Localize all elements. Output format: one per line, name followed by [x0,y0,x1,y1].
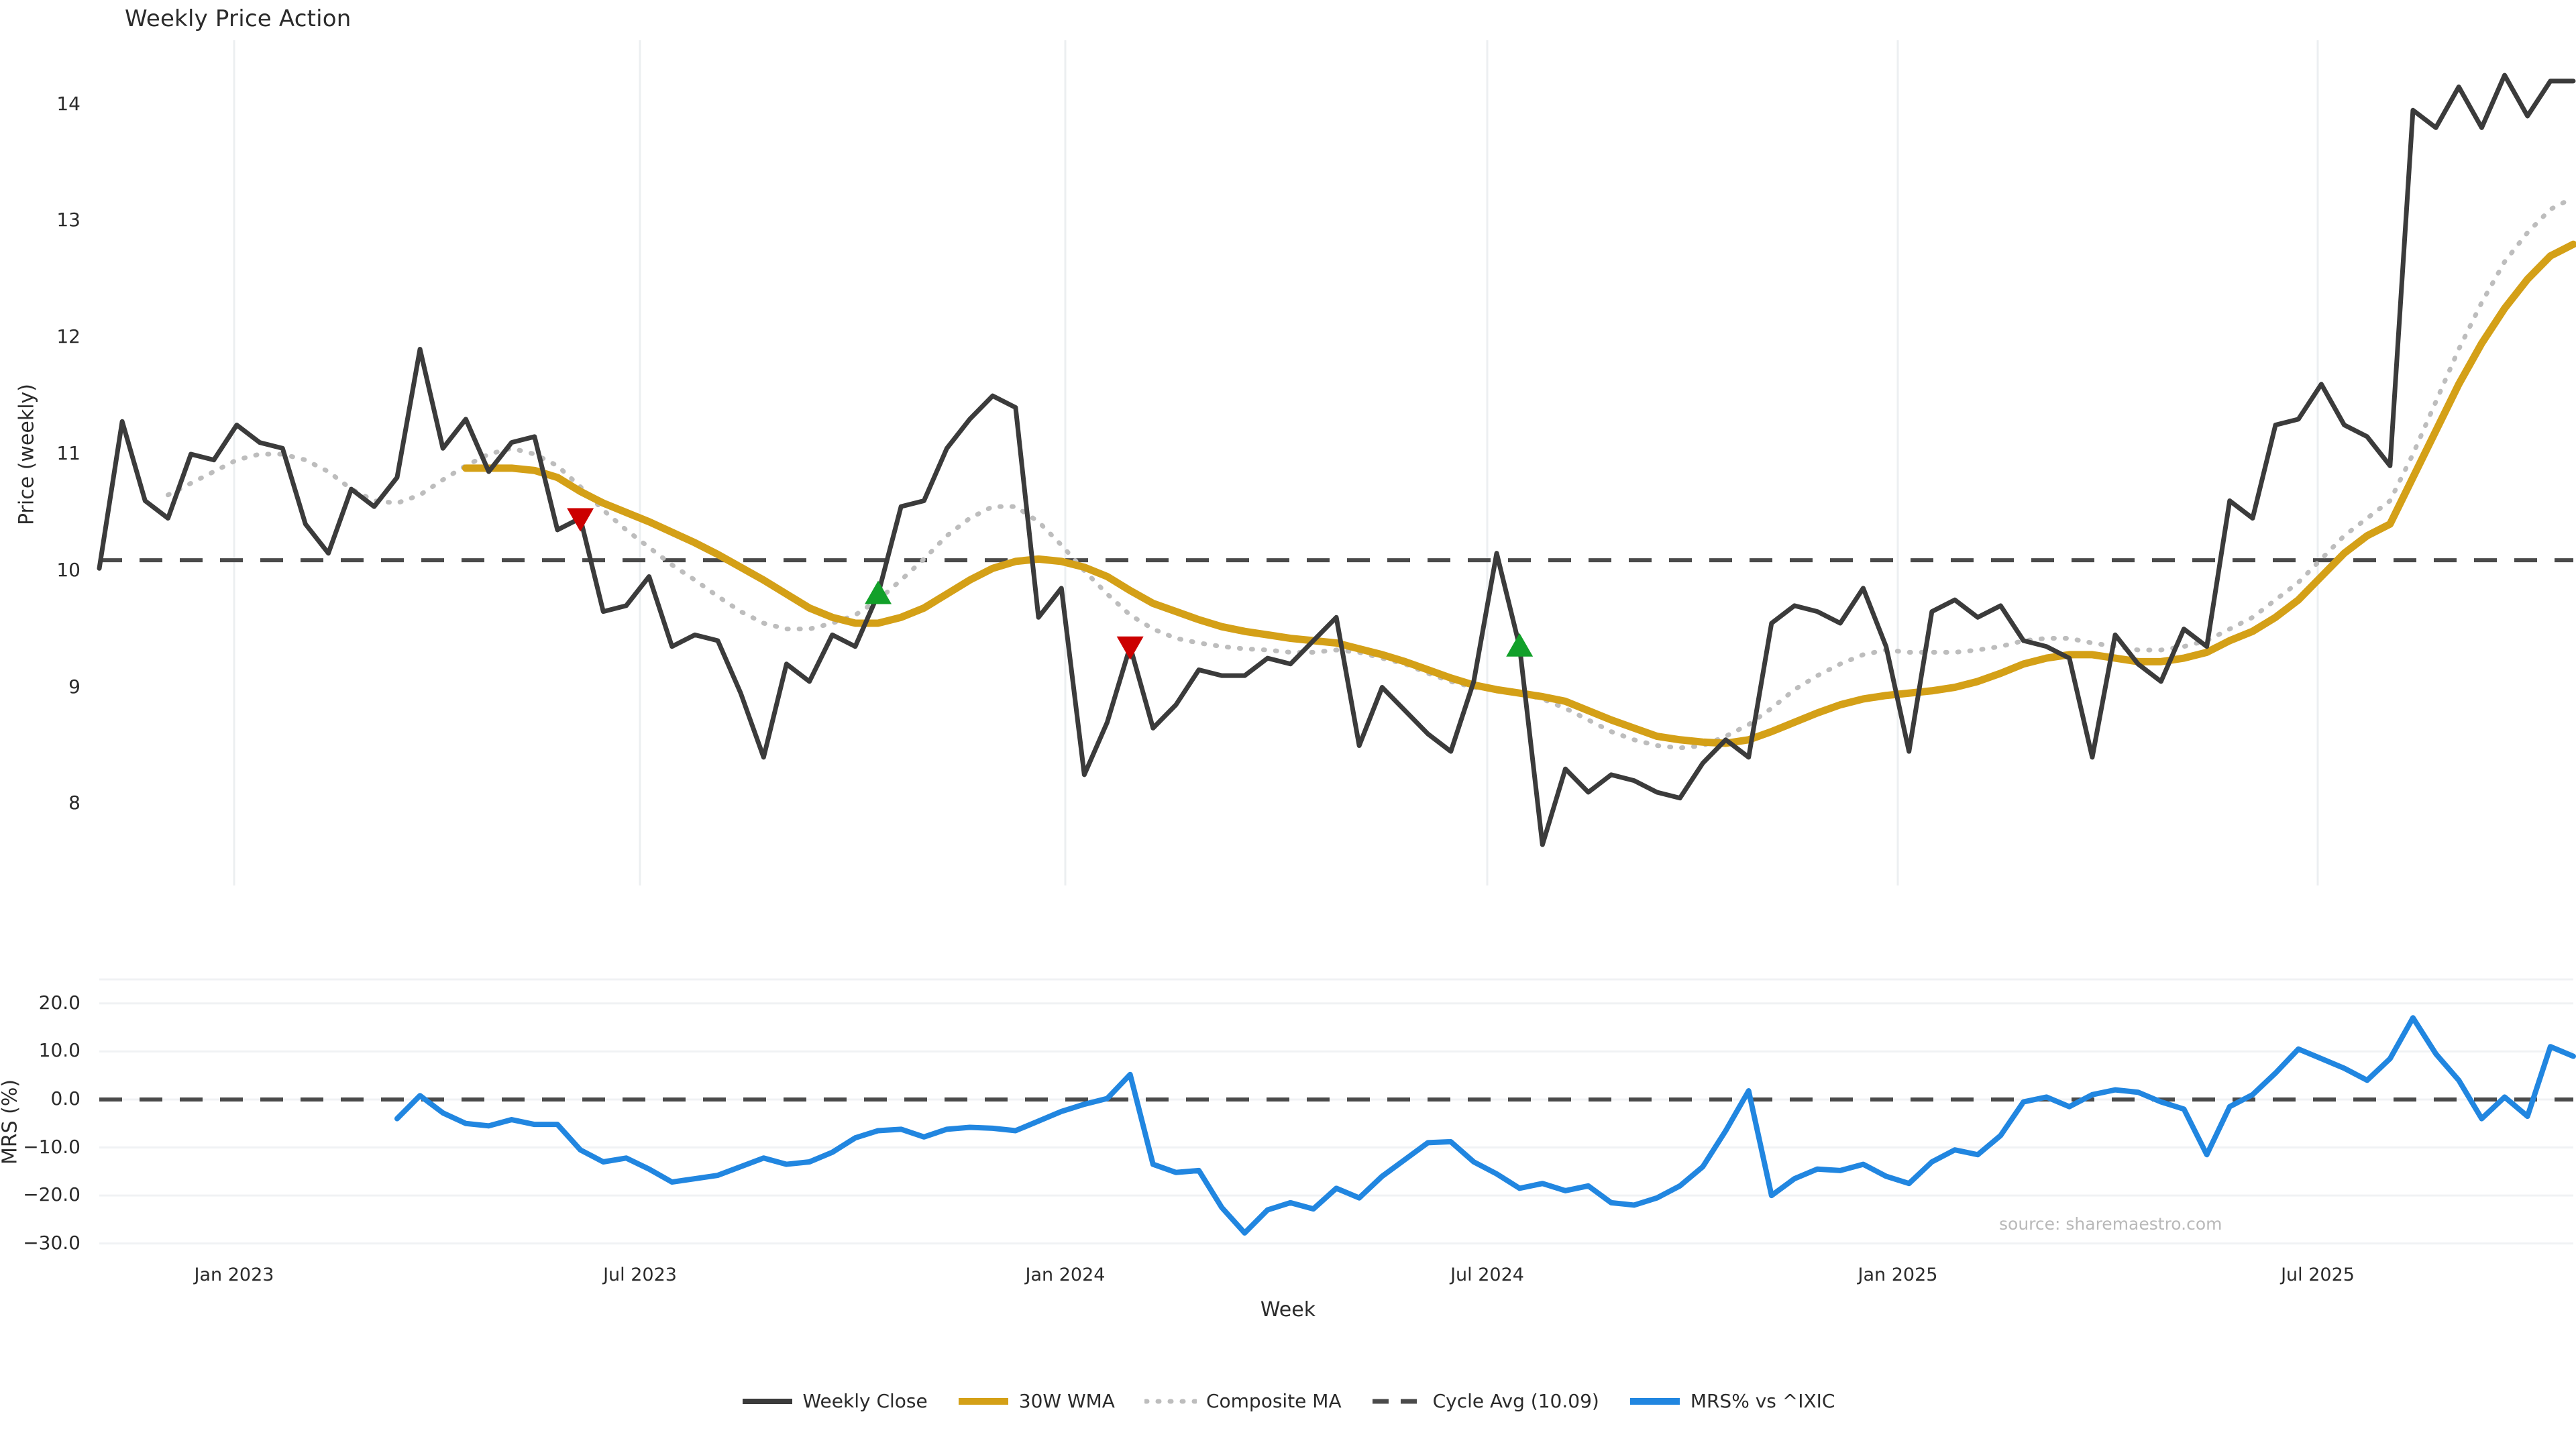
mrs-y-tick: −30.0 [23,1231,80,1254]
mrs-y-tick: 20.0 [38,991,80,1014]
mrs-y-tick: 10.0 [38,1039,80,1062]
chart-legend: Weekly Close 30W WMA Composite MA Cycle Avg… [0,1390,2576,1412]
x-tick: Jul 2025 [2281,1265,2355,1285]
x-tick: Jan 2023 [194,1265,274,1285]
price-y-tick: 11 [56,441,80,464]
price-y-tick: 12 [56,325,80,348]
page-title: Weekly Price Action [125,5,352,32]
mrs-y-tick: −10.0 [23,1135,80,1158]
legend-item[interactable]: MRS% vs ^IXIC [1629,1390,1835,1412]
price-y-tick: 9 [68,675,80,698]
legend-swatch-solid [742,1398,792,1404]
source-watermark: source: sharemaestro.com [1999,1214,2222,1234]
legend-label: Cycle Avg (10.09) [1432,1390,1599,1412]
x-tick: Jul 2024 [1450,1265,1524,1285]
price-chart-panel [97,40,2576,885]
legend-label: Weekly Close [802,1390,928,1412]
x-tick: Jan 2024 [1025,1265,1106,1285]
sell-marker [567,508,594,532]
legend-swatch-solid [1629,1397,1680,1405]
legend-item[interactable]: Composite MA [1144,1390,1342,1412]
sell-marker [1116,636,1144,660]
legend-swatch-dashed [1372,1399,1422,1403]
x-tick: Jan 2025 [1858,1265,1938,1285]
legend-swatch-solid [958,1397,1008,1405]
legend-item[interactable]: Cycle Avg (10.09) [1371,1390,1599,1412]
price-y-tick: 8 [68,792,80,814]
mrs-y-tick: 0.0 [50,1087,80,1110]
mrs-chart-panel [99,978,2576,1245]
mrs-line [394,1015,2576,1236]
legend-swatch-dotted [1144,1399,1197,1403]
legend-item[interactable]: 30W WMA [957,1390,1115,1412]
wma-line [462,240,2576,747]
price-y-tick: 14 [56,92,80,115]
price-y-tick: 10 [56,558,80,581]
buy-marker [865,580,892,604]
mrs-y-tick: −20.0 [23,1183,80,1206]
buy-marker [1506,633,1534,657]
legend-label: Composite MA [1205,1390,1342,1412]
legend-item[interactable]: Weekly Close [741,1390,928,1412]
x-tick: Jul 2023 [603,1265,677,1285]
weekly-close-line [97,72,2576,847]
price-y-tick: 13 [56,209,80,231]
legend-label: 30W WMA [1018,1390,1115,1412]
x-axis-label: Week [1260,1298,1316,1322]
legend-label: MRS% vs ^IXIC [1690,1390,1835,1412]
